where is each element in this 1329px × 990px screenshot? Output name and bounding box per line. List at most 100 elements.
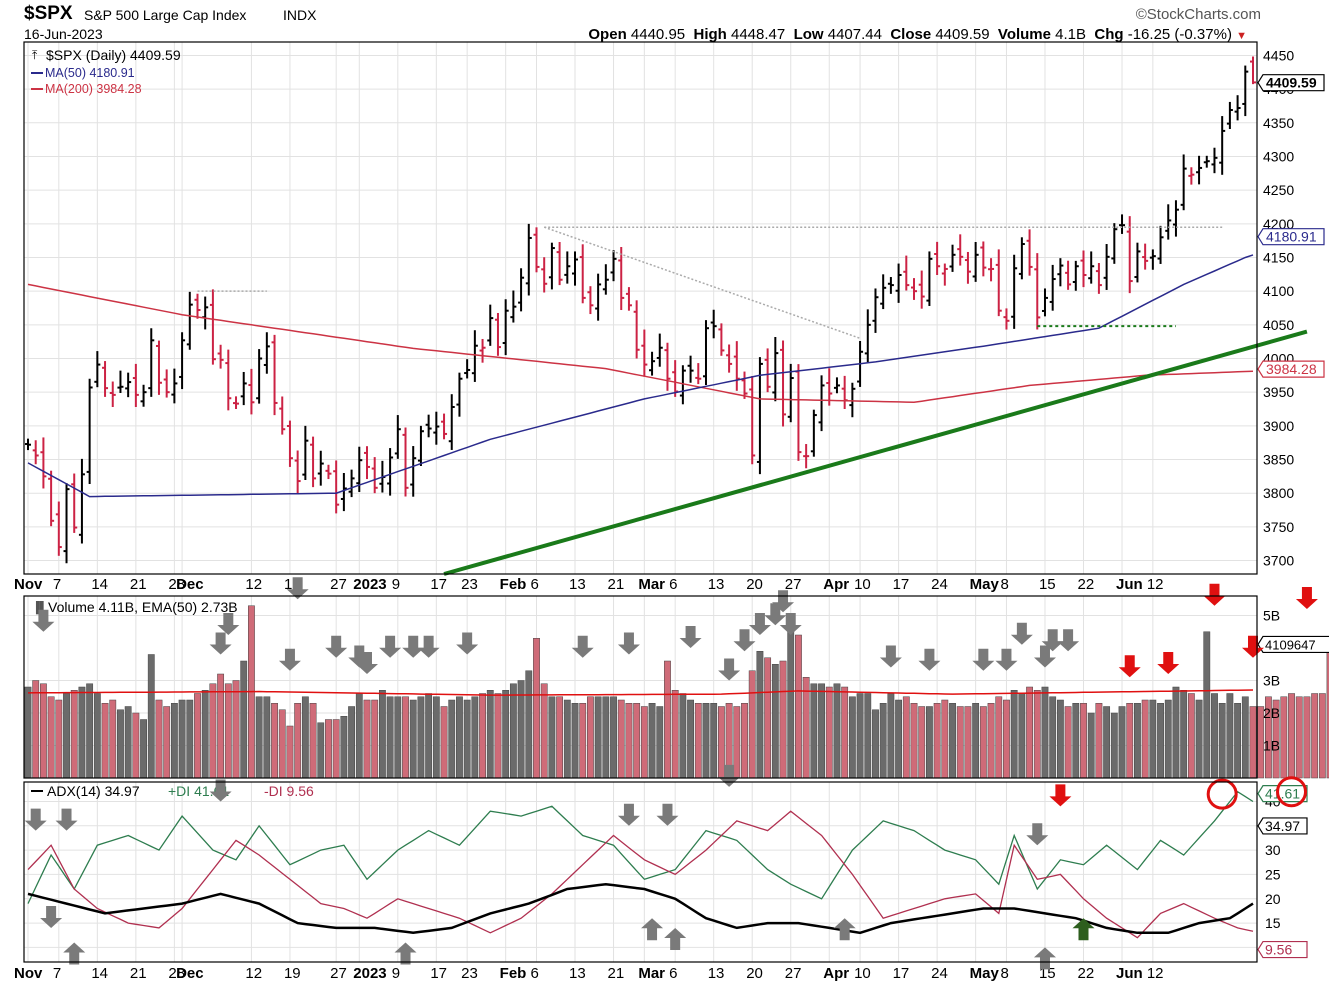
volume-bar <box>286 725 294 779</box>
volume-bar <box>656 706 664 779</box>
volume-bar <box>964 706 972 779</box>
gray-down-arrow-icon <box>656 803 679 826</box>
gray-down-arrow-icon <box>764 603 787 626</box>
volume-legend-label: Volume 4.11B, EMA(50) 2.73B <box>48 599 238 615</box>
ma200-legend-label: MA(200) 3984.28 <box>45 82 142 96</box>
gray-down-arrow-icon <box>209 632 232 655</box>
adx-x-tick-label: 6 <box>669 965 677 982</box>
close-price-label: 4409.59 <box>1266 75 1317 91</box>
adx-x-tick-label: 14 <box>91 965 108 982</box>
volume-bar <box>1087 712 1095 779</box>
gray-down-arrow-icon <box>617 632 640 655</box>
price-x-tick-label: 17 <box>430 576 447 593</box>
green-up-arrow-icon <box>1072 918 1095 941</box>
adx-x-tick-label: Dec <box>176 965 204 982</box>
volume-bar <box>232 680 240 779</box>
volume-bar <box>1095 703 1103 779</box>
adx-x-tick-label: 8 <box>1000 965 1008 982</box>
adx-x-tick-label: 13 <box>708 965 725 982</box>
adx-x-tick-label: 21 <box>608 965 625 982</box>
adx-x-tick-label: 2023 <box>353 965 386 982</box>
volume-bar <box>1134 703 1141 779</box>
volume-bar <box>587 696 594 779</box>
volume-bar <box>602 696 610 779</box>
volume-bar <box>1056 699 1064 779</box>
price-axis-tick: 3800 <box>1263 485 1294 501</box>
volume-bar <box>548 696 556 779</box>
volume-bar <box>24 686 32 779</box>
adx-x-tick-label: 17 <box>430 965 447 982</box>
adx-x-tick-label: 9 <box>392 965 400 982</box>
volume-bar <box>563 699 571 779</box>
gray-down-arrow-icon <box>1041 629 1064 652</box>
low-label: Low <box>793 26 824 43</box>
volume-bar <box>1318 693 1326 779</box>
volume-bar <box>1303 696 1311 779</box>
volume-bar <box>1064 706 1072 779</box>
volume-bar <box>355 693 363 779</box>
brand-logo[interactable]: ©StockCharts.com <box>1135 6 1261 23</box>
ohlc-readout: Open 4440.95 High 4448.47 Low 4407.44 Cl… <box>588 26 1247 43</box>
price-axis-tick: 4450 <box>1263 47 1294 63</box>
change-label: Chg <box>1094 26 1124 43</box>
price-x-tick-label: 20 <box>746 576 763 593</box>
adx-x-tick-label: 23 <box>461 965 478 982</box>
volume-bar <box>610 696 617 779</box>
volume-bar <box>363 699 371 779</box>
gray-down-arrow-icon <box>879 645 902 668</box>
ma50-value-label: 4180.91 <box>1266 229 1317 245</box>
volume-axis-tick: 1B <box>1263 738 1280 754</box>
ma200-line <box>27 283 1254 404</box>
volume-bar <box>1265 696 1272 779</box>
volume-bar <box>132 712 140 779</box>
adx-x-tick-label: 21 <box>130 965 147 982</box>
highlight-circle <box>1276 776 1308 808</box>
volume-axis-tick: 2B <box>1263 705 1280 721</box>
change-value: -16.25 (-0.37%) <box>1127 26 1232 43</box>
volume-bar <box>833 683 841 779</box>
volume-bar <box>301 696 309 779</box>
volume-bar <box>956 706 964 779</box>
adx-axis-tick: 20 <box>1265 891 1281 907</box>
volume-pane <box>23 595 1258 779</box>
volume-bar <box>409 699 417 779</box>
volume-bar <box>571 703 579 779</box>
volume-bar <box>471 696 479 779</box>
adx-x-tick-label: 27 <box>330 965 347 982</box>
volume-bar <box>741 703 748 779</box>
gray-down-arrow-icon <box>1057 629 1080 652</box>
index-name: S&P 500 Large Cap Index <box>84 7 247 23</box>
volume-bar <box>687 699 694 779</box>
minus-value-label-box <box>1257 940 1308 959</box>
volume-bar <box>617 699 625 779</box>
volume-bar <box>101 703 109 779</box>
volume-bar <box>494 693 502 779</box>
gray-down-arrow-icon <box>325 635 348 658</box>
gray-up-arrow-icon <box>664 927 687 950</box>
adx-x-tick-label: Mar <box>638 965 665 982</box>
price-axis-tick: 4250 <box>1263 182 1294 198</box>
volume-value-label: 4109647 <box>1265 637 1316 652</box>
gray-down-arrow-icon <box>55 808 78 831</box>
falling-resistance-line <box>543 226 861 340</box>
volume-bar <box>926 706 933 779</box>
volume-bar <box>1172 686 1180 779</box>
volume-bar <box>1041 686 1049 779</box>
adx-x-tick-label: 6 <box>530 965 538 982</box>
gray-down-arrow-icon <box>286 577 309 600</box>
volume-axis-tick: 5B <box>1263 608 1280 624</box>
volume-bar <box>378 690 386 779</box>
volume-bar <box>386 696 394 779</box>
price-x-tick-label: 14 <box>91 576 108 593</box>
adx-x-tick-label: 17 <box>893 965 910 982</box>
price-x-tick-label: 13 <box>569 576 586 593</box>
volume-bar <box>949 703 956 779</box>
volume-bar <box>779 660 787 779</box>
chart-date: 16-Jun-2023 <box>24 26 103 42</box>
volume-bar <box>933 703 941 779</box>
volume-bar <box>579 703 587 779</box>
price-axis-tick: 3750 <box>1263 519 1294 535</box>
minus-value-label: 9.56 <box>1265 942 1292 958</box>
close-value: 4409.59 <box>935 26 990 43</box>
